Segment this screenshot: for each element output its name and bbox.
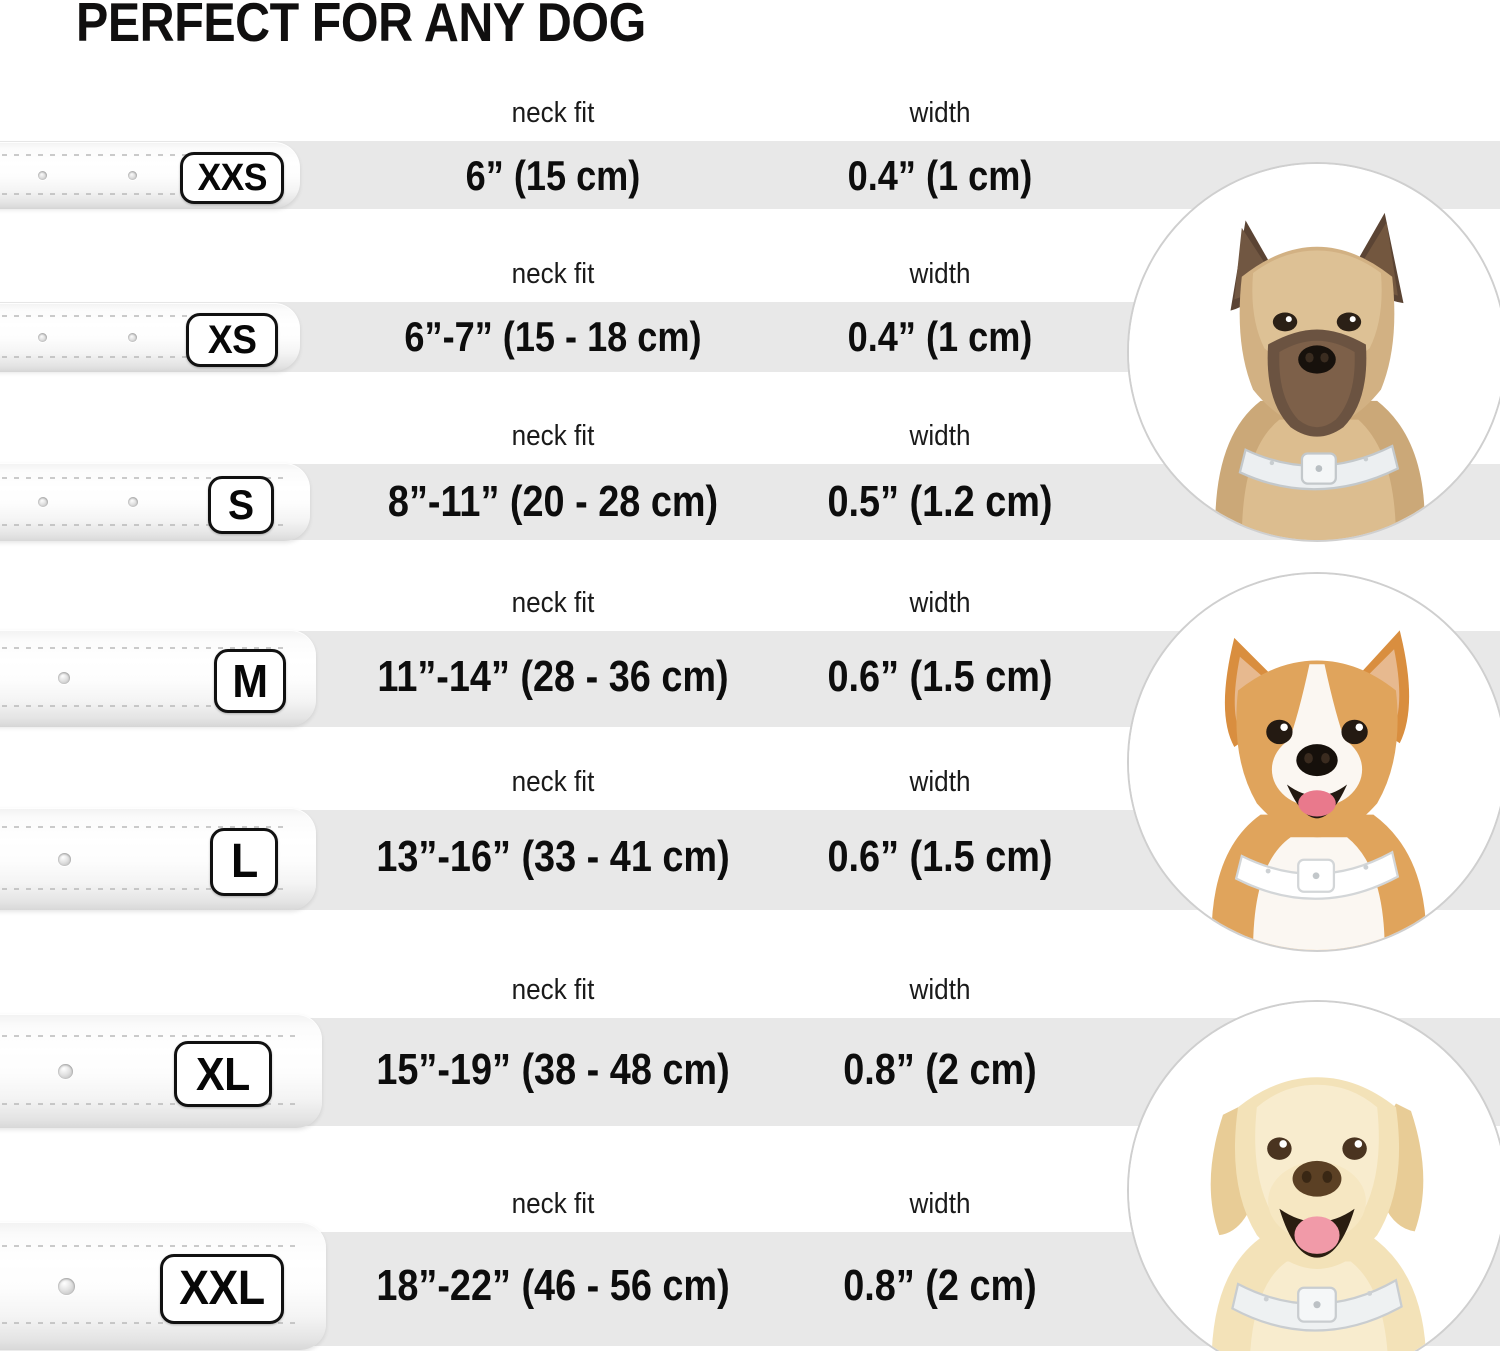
strap-stitching-top — [0, 315, 274, 317]
terrier-photo — [1127, 162, 1500, 542]
strap-stitching-bottom — [0, 1103, 296, 1105]
strap-eyelet — [128, 171, 137, 180]
strap-stitching-top — [0, 154, 274, 156]
cell-neck-fit: 15”-19” (38 - 48 cm) — [376, 1045, 730, 1095]
cell-neck-fit: 13”-16” (33 - 41 cm) — [376, 832, 730, 882]
strap-eyelet — [58, 1064, 73, 1079]
cell-width: 0.4” (1 cm) — [847, 313, 1033, 361]
corgi-photo — [1127, 572, 1500, 952]
cell-width: 0.6” (1.5 cm) — [827, 652, 1053, 702]
size-badge: XXS — [180, 152, 284, 204]
cell-neck-fit: 8”-11” (20 - 28 cm) — [387, 477, 719, 527]
strap-stitching-bottom — [0, 193, 274, 195]
strap-eyelet — [58, 853, 71, 866]
strap-stitching-bottom — [0, 1322, 300, 1324]
collar-strap: XXL — [0, 1222, 326, 1350]
collar-strap: M — [0, 630, 316, 726]
strap-eyelet — [38, 333, 47, 342]
strap-stitching-bottom — [0, 888, 290, 890]
column-header-width: width — [909, 420, 971, 452]
strap-stitching-bottom — [0, 705, 290, 707]
cell-neck-fit: 6”-7” (15 - 18 cm) — [404, 313, 702, 361]
size-badge: XXL — [160, 1254, 284, 1324]
size-badge-label: XXL — [179, 1262, 265, 1315]
column-header-width: width — [909, 1188, 971, 1220]
page-title: PERFECT FOR ANY DOG — [76, 0, 646, 53]
strap-stitching-top — [0, 647, 290, 649]
strap-eyelet — [128, 497, 138, 507]
size-badge-label: M — [232, 655, 268, 707]
strap-stitching-bottom — [0, 524, 284, 526]
cell-width: 0.8” (2 cm) — [843, 1045, 1037, 1095]
labrador-photo — [1127, 1000, 1500, 1351]
size-badge: XS — [186, 313, 278, 367]
cell-width: 0.5” (1.2 cm) — [827, 477, 1053, 527]
cell-width: 0.8” (2 cm) — [843, 1261, 1037, 1311]
strap-eyelet — [128, 333, 137, 342]
size-badge-label: XXS — [197, 157, 267, 199]
collar-strap: XS — [0, 303, 300, 371]
size-badge-label: L — [230, 835, 258, 888]
strap-eyelet — [38, 171, 47, 180]
column-header-neck-fit: neck fit — [511, 420, 595, 452]
size-badge: S — [208, 476, 274, 534]
strap-stitching-top — [0, 826, 290, 828]
cell-width: 0.6” (1.5 cm) — [827, 832, 1053, 882]
column-header-width: width — [909, 258, 971, 290]
cell-width: 0.4” (1 cm) — [847, 152, 1033, 200]
size-badge: L — [210, 828, 278, 896]
size-badge: XL — [174, 1041, 272, 1107]
column-header-width: width — [909, 97, 971, 129]
size-badge: M — [214, 649, 286, 713]
size-badge-label: XL — [196, 1048, 250, 1100]
column-header-neck-fit: neck fit — [511, 258, 595, 290]
column-header-width: width — [909, 974, 971, 1006]
collar-strap: S — [0, 463, 310, 541]
strap-eyelet — [58, 1278, 75, 1295]
column-header-width: width — [909, 766, 971, 798]
strap-eyelet — [38, 497, 48, 507]
size-badge-label: XS — [207, 318, 257, 362]
size-badge-label: S — [228, 481, 254, 528]
column-header-width: width — [909, 587, 971, 619]
strap-stitching-bottom — [0, 356, 274, 358]
column-header-neck-fit: neck fit — [511, 1188, 595, 1220]
collar-strap: XXS — [0, 142, 300, 208]
strap-stitching-top — [0, 1035, 296, 1037]
column-header-neck-fit: neck fit — [511, 587, 595, 619]
collar-strap: L — [0, 808, 316, 910]
column-header-neck-fit: neck fit — [511, 766, 595, 798]
column-header-neck-fit: neck fit — [511, 97, 595, 129]
strap-eyelet — [58, 672, 70, 684]
cell-neck-fit: 18”-22” (46 - 56 cm) — [376, 1261, 730, 1311]
cell-neck-fit: 11”-14” (28 - 36 cm) — [377, 652, 729, 702]
column-header-neck-fit: neck fit — [511, 974, 595, 1006]
collar-strap: XL — [0, 1014, 322, 1128]
strap-stitching-top — [0, 477, 284, 479]
cell-neck-fit: 6” (15 cm) — [465, 152, 641, 200]
strap-stitching-top — [0, 1245, 300, 1247]
